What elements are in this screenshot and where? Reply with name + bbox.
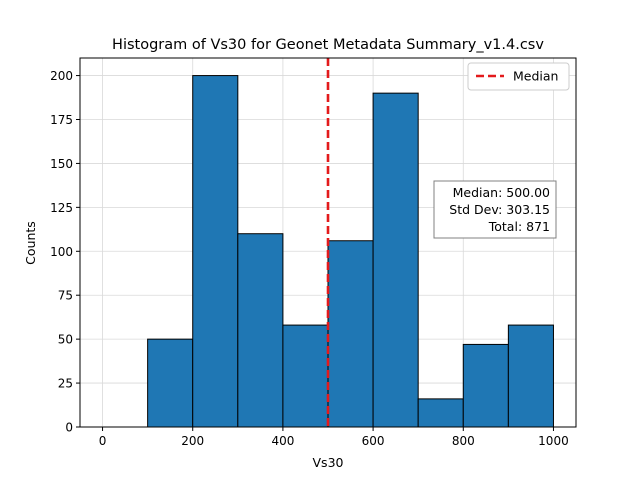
histogram-bar — [327, 240, 374, 428]
histogram-bar — [462, 343, 509, 428]
plot-frame — [79, 57, 577, 428]
y-tick-label: 50 — [58, 333, 73, 347]
histogram-bar — [417, 398, 464, 428]
y-tick-label: 175 — [50, 113, 73, 127]
stats-median: Median: 500.00 — [453, 185, 550, 200]
x-tick-label: 200 — [181, 434, 204, 448]
x-axis-ticks: 0 200 400 600 800 1000 — [99, 427, 569, 448]
y-tick-label: 125 — [50, 201, 73, 215]
y-axis-ticks: 0 25 50 75 100 125 150 175 200 — [50, 69, 80, 435]
x-axis-label: Vs30 — [313, 455, 344, 470]
stats-std-dev: Std Dev: 303.15 — [449, 202, 550, 217]
histogram-bar — [282, 324, 329, 428]
histogram-bar — [507, 324, 554, 428]
histogram-bar — [372, 92, 419, 428]
x-tick-label: 600 — [362, 434, 385, 448]
chart-title: Histogram of Vs30 for Geonet Metadata Su… — [112, 37, 544, 53]
x-tick-label: 0 — [99, 434, 107, 448]
y-tick-label: 0 — [65, 421, 73, 435]
histogram-bar — [237, 233, 284, 428]
stats-box: Median: 500.00 Std Dev: 303.15 Total: 87… — [433, 180, 557, 239]
stats-total: Total: 871 — [488, 219, 550, 234]
y-tick-label: 150 — [50, 157, 73, 171]
x-tick-label: 800 — [452, 434, 475, 448]
histogram-bar — [147, 338, 194, 428]
legend-box — [467, 62, 570, 91]
legend: Median — [467, 62, 570, 91]
legend-median-label: Median — [513, 69, 558, 84]
y-axis-label: Counts — [23, 221, 38, 265]
y-tick-label: 200 — [50, 69, 73, 83]
y-tick-label: 75 — [58, 289, 73, 303]
stats-box-frame — [433, 180, 557, 239]
x-tick-label: 1000 — [538, 434, 569, 448]
bars — [147, 75, 554, 428]
y-tick-label: 100 — [50, 245, 73, 259]
x-tick-label: 400 — [271, 434, 294, 448]
y-tick-label: 25 — [58, 377, 73, 391]
histogram-bar — [192, 75, 239, 428]
